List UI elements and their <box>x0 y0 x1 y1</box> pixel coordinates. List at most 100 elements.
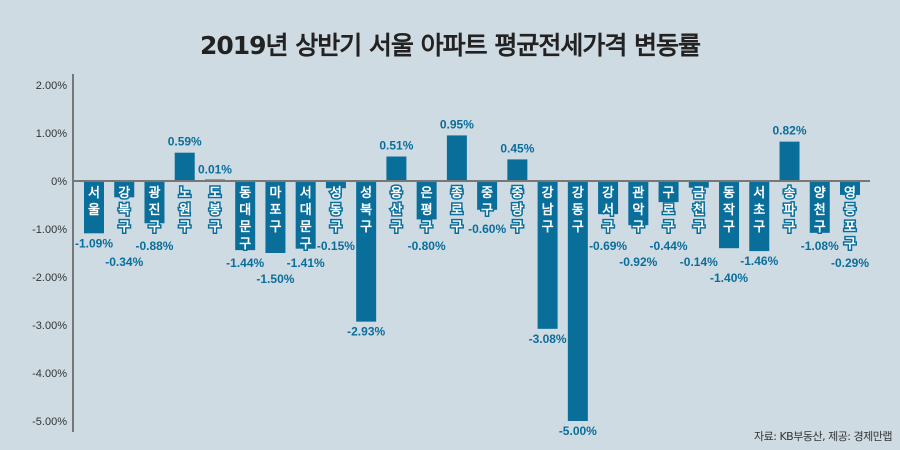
category-label: 북 <box>118 203 130 218</box>
category-label: 구 <box>330 220 342 235</box>
category-label: 성 <box>360 186 372 201</box>
bar <box>356 181 377 322</box>
category-label: 로 <box>451 203 463 218</box>
category-label: 동 <box>330 203 342 218</box>
value-label: -0.14% <box>680 255 718 269</box>
value-label: 0.45% <box>500 141 534 155</box>
category-label: 동 <box>239 186 251 201</box>
category-label: 평 <box>421 202 433 218</box>
value-label: -2.93% <box>347 325 385 339</box>
value-label: -0.88% <box>135 239 173 253</box>
y-tick-label: 2.00% <box>36 80 67 92</box>
bar <box>840 181 860 195</box>
category-label: 도 <box>209 186 221 201</box>
category-label: 구 <box>784 220 796 235</box>
category-label: 구 <box>179 220 191 235</box>
category-label: 관 <box>632 185 644 201</box>
category-label: 울 <box>88 202 100 218</box>
bar <box>537 181 558 329</box>
category-label: 구 <box>572 220 584 235</box>
value-label: -3.08% <box>529 332 567 346</box>
value-label: -0.29% <box>831 256 869 270</box>
category-label: 구 <box>814 220 826 235</box>
category-label: 구 <box>118 220 130 235</box>
value-label: -1.40% <box>710 271 748 285</box>
y-tick-label: 1.00% <box>36 128 67 140</box>
value-label: -0.80% <box>408 239 446 253</box>
category-label: 동 <box>723 186 735 201</box>
y-tick-label: 0% <box>51 176 67 188</box>
category-label: 서 <box>300 186 312 201</box>
bar <box>295 181 316 249</box>
category-label: 서 <box>753 186 765 201</box>
category-label: 산 <box>390 202 402 218</box>
category-label: 초 <box>753 203 765 218</box>
category-label: 작 <box>723 202 735 218</box>
category-label: 구 <box>663 186 675 201</box>
category-label: 용 <box>390 185 402 201</box>
chart-title: 2019년 상반기 서울 아파트 평균전세가격 변동률 <box>199 31 701 60</box>
bar <box>779 141 800 181</box>
category-label: 구 <box>511 220 523 235</box>
value-label: -1.50% <box>256 272 294 286</box>
category-label: 구 <box>148 220 160 235</box>
category-label: 랑 <box>511 203 523 218</box>
category-label: 강 <box>118 185 130 201</box>
bar <box>446 135 467 181</box>
category-label: 구 <box>723 220 735 235</box>
bar <box>567 181 588 421</box>
bar <box>658 181 679 203</box>
source-note: 자료: KB부동산, 제공: 경제만랩 <box>754 430 892 443</box>
category-label: 천 <box>693 203 705 218</box>
category-label: 마 <box>269 185 281 201</box>
value-label: -1.41% <box>287 256 325 270</box>
value-label: -1.08% <box>801 239 839 253</box>
value-label: -1.46% <box>740 254 778 268</box>
category-label: 은 <box>421 186 433 201</box>
value-label: -5.00% <box>559 424 597 438</box>
bar <box>598 181 619 215</box>
category-label: 구 <box>481 203 493 218</box>
y-tick-label: -5.00% <box>32 416 67 428</box>
category-label: 금 <box>693 186 705 201</box>
category-label: 구 <box>421 220 433 235</box>
category-label: 구 <box>209 220 221 235</box>
category-label: 구 <box>693 220 705 235</box>
category-label: 북 <box>360 203 372 218</box>
bar <box>477 181 498 210</box>
category-label: 구 <box>753 220 765 235</box>
category-label: 진 <box>148 202 160 218</box>
bar <box>325 181 346 189</box>
value-label: -0.92% <box>619 255 657 269</box>
bar <box>265 181 286 253</box>
category-label: 구 <box>542 220 554 235</box>
value-label: 0.01% <box>198 163 232 177</box>
category-label: 대 <box>239 203 251 218</box>
category-label: 등 <box>844 203 856 218</box>
category-label: 중 <box>511 186 523 201</box>
category-label: 송 <box>784 186 796 201</box>
bar <box>84 181 104 234</box>
category-label: 로 <box>663 203 675 218</box>
category-label: 구 <box>451 220 463 235</box>
value-label: -0.60% <box>468 222 506 236</box>
value-label: -1.09% <box>75 236 113 250</box>
category-label: 강 <box>542 185 554 201</box>
category-label: 중 <box>481 186 493 201</box>
category-label: 포 <box>844 220 856 235</box>
category-label: 구 <box>602 220 614 235</box>
category-label: 포 <box>269 203 281 218</box>
category-label: 원 <box>179 203 191 218</box>
category-label: 노 <box>179 186 191 201</box>
y-tick-label: -4.00% <box>32 368 67 380</box>
category-label: 파 <box>784 203 796 218</box>
y-tick-label: -2.00% <box>32 272 67 284</box>
category-label: 남 <box>542 202 554 218</box>
category-label: 성 <box>330 186 342 201</box>
category-label: 대 <box>300 203 312 218</box>
bar <box>507 159 528 181</box>
category-label: 구 <box>663 220 675 235</box>
y-tick-label: -3.00% <box>32 320 67 332</box>
